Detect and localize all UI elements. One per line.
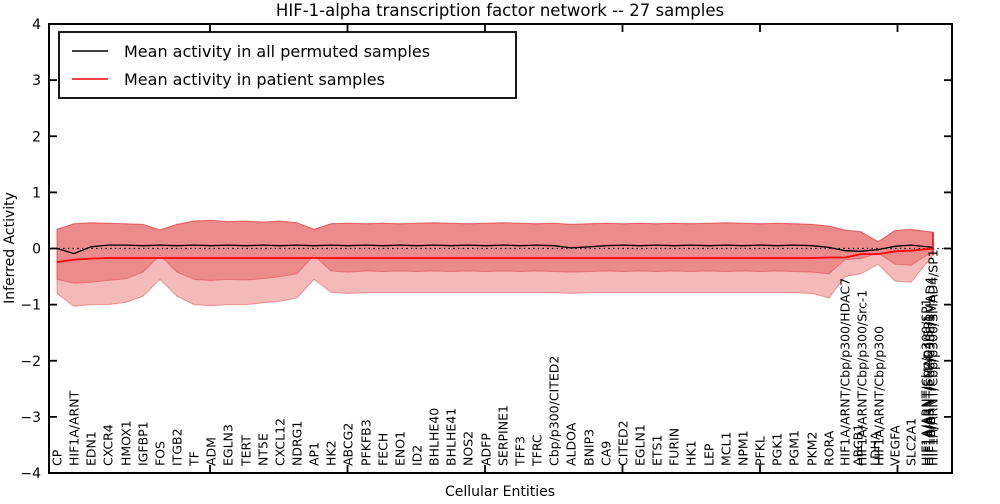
- x-tick-label: PGM1: [787, 430, 802, 466]
- x-tick-label: HIF1A/ARNT/Cbp/p300/Src-1: [855, 290, 870, 466]
- patient-mean-line: [56, 247, 934, 263]
- x-tick-label: FOS: [153, 441, 168, 466]
- x-tick-label: PGK1: [770, 433, 785, 466]
- x-tick-label: PFKL: [753, 436, 768, 466]
- x-tick-label: EDN1: [84, 431, 99, 466]
- x-tick-label: CA9: [599, 441, 614, 466]
- x-tick-label: HK1: [684, 440, 699, 466]
- x-tick-label: VEGFA: [888, 425, 903, 466]
- permuted-mean-line: [56, 244, 934, 255]
- x-tick-label: NDRG1: [290, 421, 305, 466]
- chart-title: HIF-1-alpha transcription factor network…: [276, 1, 724, 20]
- x-axis-label: Cellular Entities: [445, 484, 555, 500]
- y-tick-label: 0: [32, 242, 41, 258]
- x-tick-label: PFKFB3: [359, 419, 374, 466]
- x-tick-label: SLC2A1: [904, 418, 919, 466]
- x-tick-label: TERT: [239, 435, 254, 467]
- y-tick-label: −3: [20, 410, 41, 426]
- y-tick-label: −1: [20, 298, 41, 314]
- x-tick-label: ABCG2: [341, 423, 356, 466]
- x-tick-label: EGLN3: [221, 424, 236, 466]
- x-tick-label: IGFBP1: [136, 421, 151, 466]
- x-tick-label: HIF1A/ARNT/Cbp/p300/HDAC7: [838, 278, 853, 466]
- x-tick-label: CXCR4: [101, 424, 116, 466]
- x-tick-label: MCL1: [719, 432, 734, 466]
- y-tick-label: 2: [32, 129, 41, 145]
- x-tick-label: HIF1A/ARNT/Cbp/p300/SMAD4/SP1: [926, 249, 941, 466]
- y-tick-label: −2: [20, 354, 41, 370]
- y-tick-label: −4: [20, 466, 41, 482]
- x-tick-label: BHLHE41: [444, 408, 459, 466]
- x-tick-label: HIF1A/ARNT/Cbp/p300/SMAD4: [923, 277, 938, 466]
- y-axis-label: Inferred Activity: [2, 192, 18, 304]
- x-tick-label: BHLHE40: [427, 408, 442, 466]
- y-tick-label: 1: [32, 185, 41, 201]
- x-tick-label: NT5E: [256, 433, 271, 466]
- x-tick-label: TF: [187, 451, 202, 467]
- x-tick-label: CXCL12: [273, 418, 288, 466]
- x-tick-label: NPM1: [736, 430, 751, 466]
- legend: Mean activity in all permuted samples Me…: [58, 31, 517, 99]
- x-tick-label: ADM: [204, 437, 219, 466]
- legend-label-patient: Mean activity in patient samples: [124, 70, 385, 89]
- x-tick-label: AP1: [307, 442, 322, 466]
- x-tick-label: ADFP: [479, 433, 494, 466]
- x-tick-label: HK2: [324, 440, 339, 466]
- x-tick-label: NOS2: [461, 431, 476, 466]
- x-tick-label: TFF3: [513, 436, 528, 467]
- x-tick-label: ITGB2: [170, 428, 185, 466]
- x-tick-label: ENO1: [393, 431, 408, 466]
- x-tick-label: LEP: [702, 443, 717, 466]
- x-tick-label: LDHA: [868, 431, 883, 466]
- axes-frame: [48, 23, 953, 474]
- x-tick-label: HIF1A/ARNT/Cbp/p300/SP1: [919, 298, 934, 466]
- x-tick-label: CITED2: [616, 420, 631, 466]
- x-tick-label: HMOX1: [119, 420, 134, 466]
- x-tick-label: HIF1A/ARNT: [67, 390, 82, 466]
- x-tick-label: HIF1A/ARNT/SMAD4/SP1: [921, 314, 936, 466]
- x-tick-label: CP: [50, 449, 65, 466]
- y-tick-label: 4: [32, 17, 41, 33]
- y-tick-label: 3: [32, 73, 41, 89]
- legend-label-permuted: Mean activity in all permuted samples: [124, 42, 430, 61]
- x-tick-label: BNIP3: [582, 429, 597, 466]
- x-tick-label: PKM2: [805, 432, 820, 466]
- x-tick-label: FURIN: [667, 428, 682, 466]
- x-tick-label: Cbp/p300/CITED2: [547, 356, 562, 466]
- x-tick-label: EGLN1: [633, 424, 648, 466]
- x-tick-label: ID2: [410, 445, 425, 466]
- x-tick-label: RORA: [822, 430, 837, 466]
- x-tick-label: TFRC: [530, 434, 545, 467]
- x-tick-label: HIF1A/ARNT/Cbp/p300: [872, 326, 887, 466]
- x-tick-label: ABCB1: [851, 424, 866, 466]
- x-tick-label: FECH: [376, 433, 391, 466]
- x-tick-label: SERPINE1: [496, 405, 511, 466]
- x-tick-label: ALDOA: [564, 422, 579, 466]
- legend-box: [58, 31, 517, 99]
- x-tick-label: ETS1: [650, 435, 665, 466]
